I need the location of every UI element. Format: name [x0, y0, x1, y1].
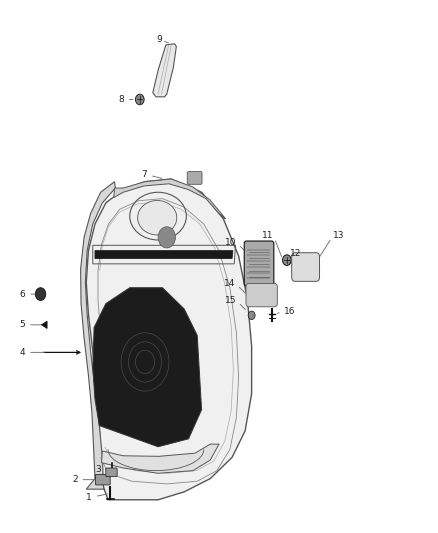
- FancyBboxPatch shape: [244, 241, 274, 286]
- Text: 10: 10: [225, 238, 237, 247]
- Text: 2: 2: [72, 475, 78, 484]
- Text: 12: 12: [290, 249, 302, 258]
- FancyBboxPatch shape: [95, 474, 110, 485]
- Polygon shape: [42, 321, 47, 328]
- Circle shape: [158, 227, 176, 248]
- Text: 1: 1: [86, 492, 92, 502]
- Circle shape: [135, 94, 144, 105]
- Polygon shape: [95, 251, 233, 259]
- Polygon shape: [114, 179, 226, 219]
- Polygon shape: [102, 444, 219, 473]
- Polygon shape: [93, 288, 201, 447]
- Polygon shape: [153, 44, 177, 97]
- Text: 4: 4: [20, 348, 25, 357]
- Text: 3: 3: [95, 465, 101, 473]
- Text: 7: 7: [141, 170, 147, 179]
- Text: 11: 11: [262, 231, 273, 240]
- FancyBboxPatch shape: [246, 284, 277, 307]
- Text: 8: 8: [118, 95, 124, 104]
- FancyBboxPatch shape: [106, 468, 117, 477]
- Text: 6: 6: [20, 289, 25, 298]
- Ellipse shape: [138, 200, 177, 235]
- FancyBboxPatch shape: [187, 172, 202, 184]
- Circle shape: [283, 255, 291, 265]
- Polygon shape: [86, 179, 252, 500]
- Text: 14: 14: [224, 279, 236, 288]
- Text: 9: 9: [156, 35, 162, 44]
- Polygon shape: [81, 182, 116, 489]
- Circle shape: [35, 288, 46, 301]
- Text: 16: 16: [284, 306, 296, 316]
- FancyBboxPatch shape: [292, 253, 320, 281]
- Text: 5: 5: [20, 320, 25, 329]
- Circle shape: [248, 311, 255, 319]
- Text: 15: 15: [225, 296, 237, 305]
- Text: 13: 13: [333, 231, 345, 240]
